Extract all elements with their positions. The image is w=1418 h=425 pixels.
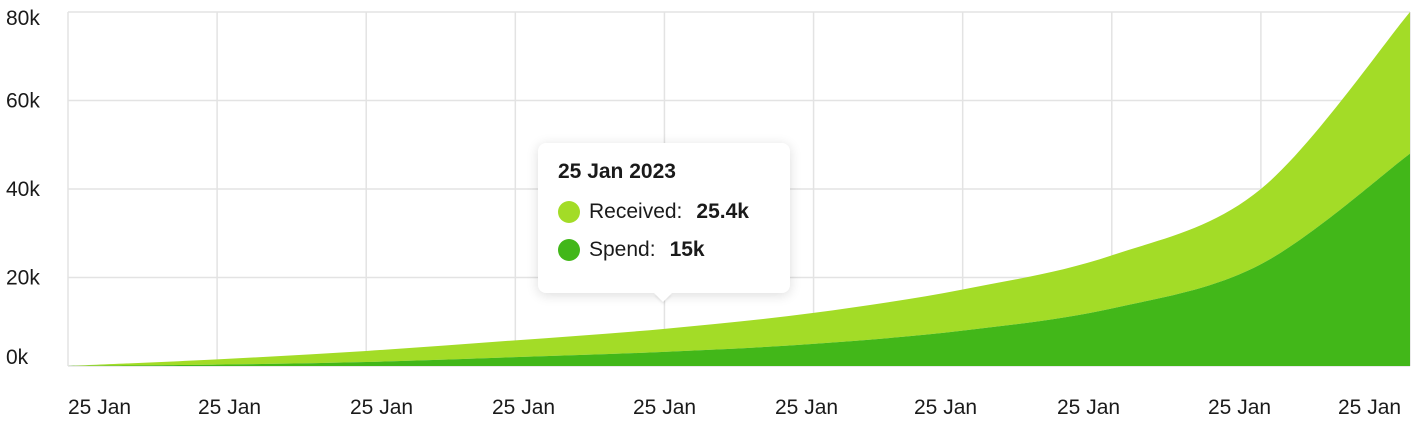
spend-area xyxy=(68,153,1410,366)
tooltip-arrow xyxy=(654,293,672,302)
tooltip-received-value: 25.4k xyxy=(696,200,749,223)
x-tick-label: 25 Jan xyxy=(198,396,261,419)
y-tick-label: 80k xyxy=(6,7,40,30)
chart-tooltip: 25 Jan 2023 Received: 25.4k Spend: 15k xyxy=(538,143,790,302)
tooltip-received-label: Received: xyxy=(589,200,683,223)
received-area xyxy=(68,12,1410,366)
x-tick-label: 25 Jan xyxy=(914,396,977,419)
spend-dot-icon xyxy=(558,239,580,261)
y-tick-label: 0k xyxy=(6,346,29,369)
x-tick-label: 25 Jan xyxy=(775,396,838,419)
x-tick-label: 25 Jan xyxy=(68,396,131,419)
tooltip-spend-value: 15k xyxy=(669,238,705,261)
tooltip-row-spend: Spend: 15k xyxy=(558,236,770,264)
x-tick-label: 25 Jan xyxy=(1057,396,1120,419)
x-tick-label: 25 Jan xyxy=(633,396,696,419)
received-dot-icon xyxy=(558,201,580,223)
y-tick-label: 60k xyxy=(6,90,40,113)
tooltip-row-received: Received: 25.4k xyxy=(558,198,770,226)
y-tick-label: 20k xyxy=(6,267,40,290)
y-tick-label: 40k xyxy=(6,178,40,201)
x-tick-label: 25 Jan xyxy=(1208,396,1271,419)
tooltip-title: 25 Jan 2023 xyxy=(558,160,676,183)
tooltip-spend-label: Spend: xyxy=(589,238,656,261)
x-tick-label: 25 Jan xyxy=(492,396,555,419)
x-tick-label: 25 Jan xyxy=(1338,396,1401,419)
x-tick-label: 25 Jan xyxy=(350,396,413,419)
